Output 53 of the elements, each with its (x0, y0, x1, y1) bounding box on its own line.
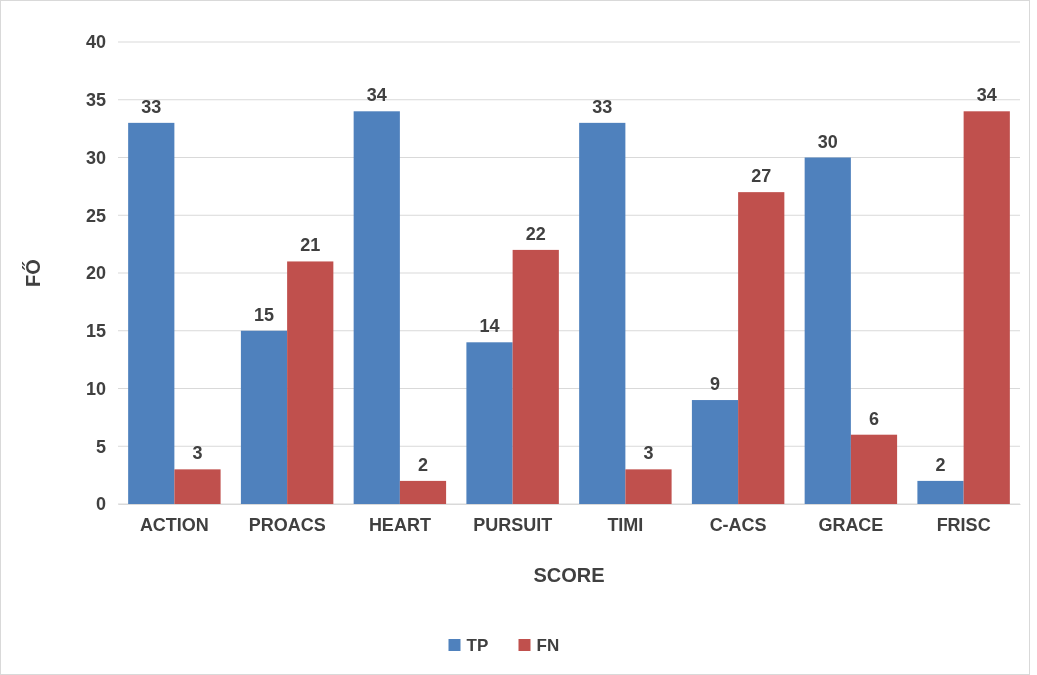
bar (240, 330, 288, 504)
data-label: 34 (366, 85, 387, 106)
data-label: 3 (643, 443, 654, 464)
data-label: 15 (254, 304, 275, 325)
data-label: 6 (868, 408, 879, 429)
y-tick-label: 35 (85, 90, 106, 111)
bar (399, 480, 447, 504)
data-label: 27 (751, 166, 772, 187)
bar (917, 480, 964, 504)
y-tick-label: 0 (95, 494, 106, 515)
y-tick-label: 15 (85, 321, 106, 342)
bar (738, 192, 785, 504)
x-tick-label: FRISC (936, 514, 991, 535)
y-tick-label: 25 (85, 205, 106, 226)
x-axis-title: SCORE (533, 564, 605, 586)
bar (691, 400, 739, 504)
y-tick-label: 10 (85, 378, 106, 399)
data-label: 9 (710, 374, 721, 395)
y-tick-label: 30 (85, 147, 106, 168)
bar (625, 469, 672, 504)
bar (466, 342, 513, 504)
data-label: 30 (817, 131, 838, 152)
data-label: 3 (192, 443, 203, 464)
bar (128, 122, 175, 504)
data-label: 34 (976, 85, 997, 106)
y-tick-label: 20 (85, 263, 106, 284)
bar (579, 122, 626, 504)
data-label: 33 (592, 96, 613, 117)
data-label: 21 (300, 235, 321, 256)
y-tick-label: 40 (85, 32, 106, 53)
data-label: 2 (417, 454, 428, 475)
bar (287, 261, 334, 504)
data-label: 22 (525, 223, 546, 244)
x-tick-label: HEART (368, 514, 431, 535)
x-tick-label: PURSUIT (473, 514, 553, 535)
data-label: 14 (479, 316, 500, 337)
x-tick-label: TIMI (607, 514, 644, 535)
y-tick-label: 5 (95, 436, 106, 457)
bar (512, 249, 559, 504)
bar (804, 157, 851, 504)
x-tick-label: PROACS (248, 514, 326, 535)
legend-label: FN (536, 636, 560, 655)
bar (850, 434, 898, 504)
y-axis-title: FŐ (22, 259, 44, 287)
legend-label: TP (466, 636, 489, 655)
data-label: 2 (935, 454, 946, 475)
x-tick-label: C-ACS (709, 514, 767, 535)
data-label: 33 (141, 96, 162, 117)
bar (353, 111, 400, 504)
x-tick-label: ACTION (139, 514, 209, 535)
bar (174, 469, 221, 504)
bar (963, 111, 1010, 504)
x-tick-label: GRACE (818, 514, 884, 535)
